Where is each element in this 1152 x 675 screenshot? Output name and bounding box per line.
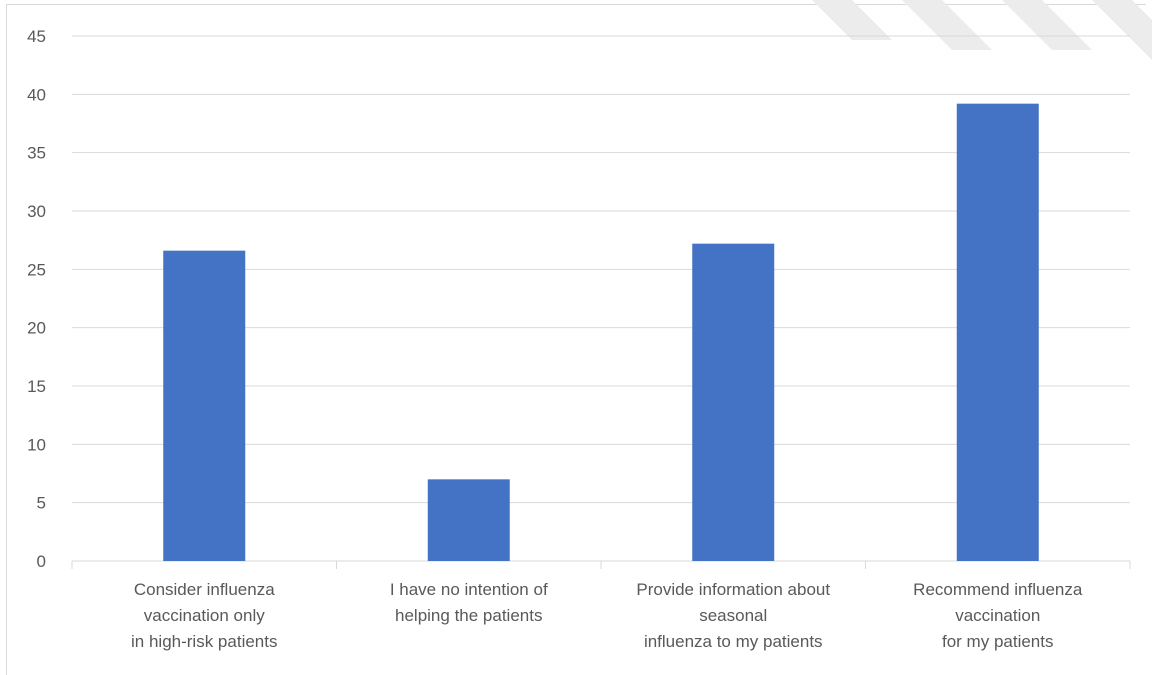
- y-tick-label-25: 25: [27, 260, 46, 279]
- chart-frame: [6, 4, 1146, 675]
- y-tick-label-30: 30: [27, 202, 46, 221]
- x-category-label-line: Provide information about: [636, 580, 830, 599]
- y-tick-label-15: 15: [27, 377, 46, 396]
- x-axis-category-labels: Consider influenza vaccination only in hig…: [131, 580, 1083, 651]
- y-tick-label-45: 45: [27, 27, 46, 46]
- x-category-label-line: Recommend influenza: [913, 580, 1083, 599]
- y-tick-label-20: 20: [27, 319, 46, 338]
- bar-2: [427, 479, 510, 561]
- x-category-label-line: in high-risk patients: [131, 632, 277, 651]
- bars: [163, 103, 1039, 562]
- bar-1: [163, 250, 246, 561]
- gridlines: [72, 35, 1130, 504]
- y-tick-label-0: 0: [37, 552, 46, 571]
- x-category-label-3: Provide information about seasonal influen…: [636, 580, 830, 651]
- y-tick-label-10: 10: [27, 435, 46, 454]
- y-tick-label-35: 35: [27, 144, 46, 163]
- y-tick-label-40: 40: [27, 85, 46, 104]
- x-category-label-line: vaccination only: [144, 606, 265, 625]
- x-category-label-line: vaccination: [955, 606, 1040, 625]
- x-category-label-2: I have no intention of helping the patien…: [390, 580, 548, 625]
- x-category-label-1: Consider influenza vaccination only in hig…: [131, 580, 277, 651]
- y-axis-tick-labels: 0 5 10 15 20 25 30 35 40 45: [27, 27, 46, 571]
- x-axis: [71, 560, 1131, 569]
- x-category-label-line: seasonal: [699, 606, 767, 625]
- bar-3: [692, 243, 775, 561]
- bar-4: [956, 103, 1039, 562]
- x-category-label-line: Consider influenza: [134, 580, 275, 599]
- x-category-label-4: Recommend influenza vaccination for my pat…: [913, 580, 1083, 651]
- y-tick-label-5: 5: [37, 494, 46, 513]
- x-category-label-line: I have no intention of: [390, 580, 548, 599]
- x-category-label-line: influenza to my patients: [644, 632, 823, 651]
- x-category-label-line: helping the patients: [395, 606, 542, 625]
- x-category-label-line: for my patients: [942, 632, 1054, 651]
